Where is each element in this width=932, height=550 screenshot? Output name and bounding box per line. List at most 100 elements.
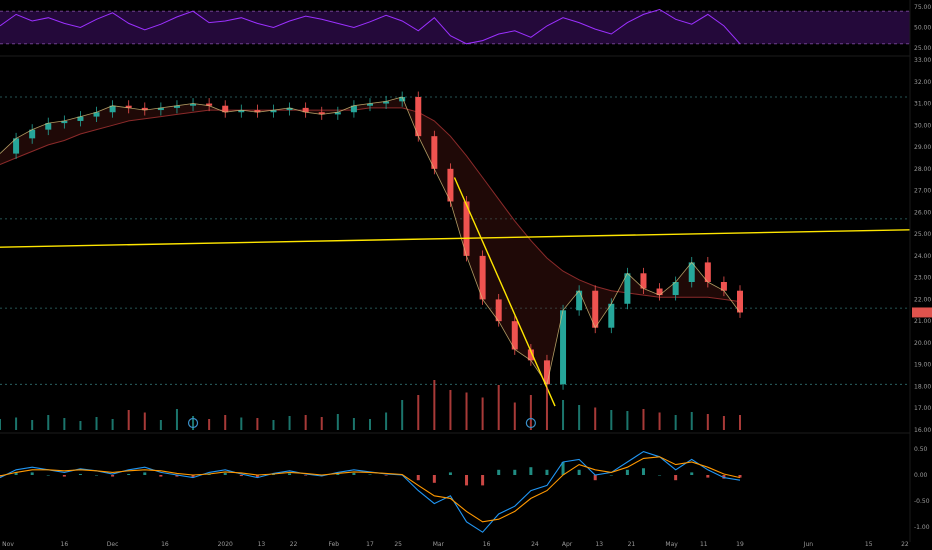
volume-bar bbox=[175, 409, 178, 430]
time-tick-label: 16 bbox=[161, 541, 169, 548]
time-tick-label: 15 bbox=[865, 541, 873, 548]
rsi-line bbox=[0, 8, 741, 45]
time-tick-label: Dec bbox=[107, 541, 119, 548]
y-axes[interactable]: 75.00 50.00 25.00 33.00 32.00 31.00 30.00 29.00… bbox=[912, 4, 932, 531]
candle bbox=[704, 262, 711, 282]
candle bbox=[157, 107, 164, 111]
macd-histogram-bar bbox=[127, 473, 131, 475]
volume-bar bbox=[449, 390, 452, 430]
macd-tick-label: -1.00 bbox=[914, 524, 930, 531]
price-tick-label: 31.00 bbox=[914, 101, 931, 108]
candle bbox=[367, 103, 373, 106]
candle bbox=[45, 123, 52, 130]
macd-histogram-bar bbox=[368, 474, 372, 475]
macd-histogram-bar bbox=[111, 475, 115, 477]
macd-histogram-bar bbox=[159, 475, 163, 477]
candle bbox=[302, 107, 309, 113]
candle bbox=[431, 136, 438, 169]
candle bbox=[29, 129, 36, 139]
event-marker-icon[interactable] bbox=[187, 417, 199, 429]
volume-bar bbox=[0, 419, 1, 430]
volume-bar bbox=[127, 410, 130, 430]
candle bbox=[125, 105, 132, 108]
rsi-tick-label: 50.00 bbox=[914, 25, 931, 32]
signal-line bbox=[0, 456, 741, 523]
volume-bar bbox=[642, 409, 645, 430]
price-tick-label: 18.00 bbox=[914, 383, 931, 390]
time-tick-label: Jun bbox=[803, 541, 814, 548]
time-tick-label: Mar bbox=[433, 541, 445, 548]
candle bbox=[270, 110, 277, 113]
volume-bar bbox=[722, 416, 725, 430]
price-panel bbox=[0, 91, 911, 407]
candle bbox=[383, 101, 390, 104]
candle bbox=[576, 290, 583, 311]
macd-histogram-bar bbox=[545, 469, 549, 475]
macd-histogram-bar bbox=[175, 475, 179, 477]
candle bbox=[13, 138, 20, 154]
volume-bar bbox=[529, 395, 532, 430]
price-tick-label: 27.00 bbox=[914, 188, 931, 195]
price-tick-label: 17.00 bbox=[914, 405, 931, 412]
candle bbox=[190, 103, 197, 106]
macd-histogram-bar bbox=[255, 475, 259, 478]
volume-bar bbox=[63, 418, 66, 430]
volume-bar bbox=[497, 385, 500, 430]
volume-bar bbox=[578, 405, 581, 430]
downtrend-line bbox=[453, 177, 556, 407]
volume-bar bbox=[352, 418, 355, 430]
rsi-tick-label: 25.00 bbox=[914, 45, 931, 52]
volume-bar bbox=[79, 421, 82, 430]
volume-bar bbox=[674, 415, 677, 430]
volume-bar bbox=[706, 414, 709, 430]
macd-histogram-bar bbox=[465, 475, 469, 486]
volume-bar bbox=[192, 416, 195, 430]
candle bbox=[672, 282, 679, 296]
candle bbox=[415, 97, 422, 137]
macd-histogram-bar bbox=[609, 475, 613, 476]
candle bbox=[254, 110, 261, 113]
time-axis[interactable]: Nov 16 Dec 16 2020 13 22 Feb 17 25 Mar 16 24 Apr 13 21 M… bbox=[2, 541, 909, 548]
price-tick-label: 32.00 bbox=[914, 79, 931, 86]
rsi-band bbox=[0, 11, 910, 44]
candle bbox=[495, 299, 502, 322]
macd-histogram-bar bbox=[738, 475, 742, 478]
macd-tick-label: 0.00 bbox=[914, 472, 928, 479]
candle bbox=[286, 107, 293, 111]
volume-bar bbox=[594, 407, 597, 430]
candle bbox=[318, 112, 325, 115]
event-marker-icon[interactable] bbox=[525, 417, 536, 429]
macd-histogram-bar bbox=[288, 473, 292, 475]
candle bbox=[93, 112, 100, 117]
volume-bar bbox=[545, 387, 548, 430]
macd-histogram-bar bbox=[223, 472, 227, 475]
rsi-tick-label: 75.00 bbox=[914, 4, 931, 11]
macd-histogram-bar bbox=[78, 473, 82, 475]
volume-bar bbox=[159, 420, 162, 430]
macd-histogram-bar bbox=[143, 472, 147, 475]
volume-bar bbox=[111, 419, 114, 430]
price-tick-label: 21.00 bbox=[914, 318, 931, 325]
macd-histogram-bar bbox=[658, 475, 662, 476]
volume-bar bbox=[513, 402, 516, 430]
volume-bar bbox=[739, 415, 741, 430]
candle bbox=[173, 105, 180, 108]
price-tick-label: 19.00 bbox=[914, 362, 931, 369]
time-tick-label: Apr bbox=[562, 541, 573, 548]
volume-bar bbox=[658, 412, 661, 430]
macd-histogram-bar bbox=[30, 472, 34, 475]
candle bbox=[222, 105, 229, 113]
volume-bar bbox=[288, 416, 291, 430]
volume-bar bbox=[401, 400, 404, 430]
time-tick-label: Nov bbox=[2, 541, 14, 548]
candle bbox=[109, 105, 116, 113]
price-tick-label: 16.00 bbox=[914, 427, 931, 434]
price-tick-label: 22.00 bbox=[914, 296, 931, 303]
macd-histogram-bar bbox=[706, 475, 710, 478]
volume-bar bbox=[481, 397, 484, 430]
volume-bar bbox=[15, 417, 18, 430]
macd-histogram-bar bbox=[577, 469, 581, 475]
candle bbox=[608, 303, 615, 328]
